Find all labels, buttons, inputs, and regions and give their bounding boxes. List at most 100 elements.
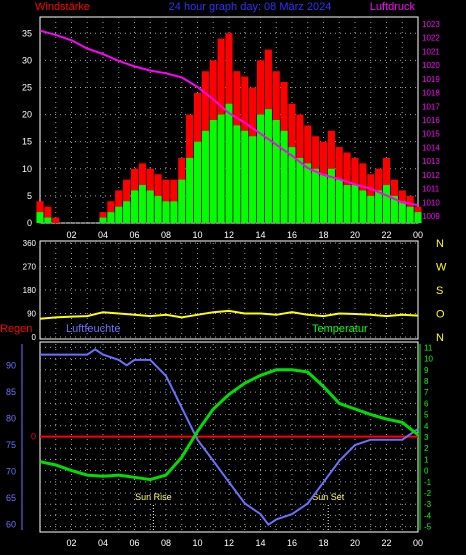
direction-y-tick: 270	[23, 263, 37, 272]
average-bar	[359, 190, 367, 223]
temperature-y-tick: 10	[424, 355, 433, 364]
average-bar	[154, 195, 162, 223]
average-bar	[241, 130, 249, 223]
rain-y-tick: 0	[31, 432, 36, 442]
average-bar	[296, 157, 304, 223]
average-bar	[138, 185, 146, 223]
climate-x-tick: 08	[161, 538, 171, 548]
average-bar	[335, 179, 343, 223]
climate-x-tick: 00	[413, 538, 423, 548]
wind-y-tick: 25	[22, 82, 32, 92]
temperature-axis-title: Temperatur	[312, 323, 368, 335]
climate-x-tick: 06	[129, 538, 139, 548]
temperature-y-tick: 3	[424, 433, 429, 442]
humidity-axis-title: Luftfeuchte	[66, 323, 120, 335]
average-bar	[115, 206, 123, 223]
wind-x-tick: 12	[224, 230, 234, 240]
average-bar	[44, 217, 52, 223]
wind-x-tick: 10	[192, 230, 202, 240]
temperature-y-tick: 4	[424, 422, 429, 431]
wind-y-tick: 20	[22, 110, 32, 120]
direction-y-tick: 0	[32, 333, 37, 342]
pressure-y-tick: 1021	[422, 47, 440, 56]
average-bar	[162, 201, 170, 223]
pressure-y-tick: 1017	[422, 102, 440, 111]
pressure-y-tick: 1015	[422, 130, 440, 139]
temperature-y-tick: -5	[424, 523, 432, 532]
pressure-y-tick: 1016	[422, 116, 440, 125]
wind-x-tick: 16	[287, 230, 297, 240]
direction-line	[39, 309, 419, 320]
climate-x-tick: 20	[350, 538, 360, 548]
average-bar	[280, 130, 288, 223]
wind-x-tick: 06	[129, 230, 139, 240]
pressure-y-tick: 1013	[422, 157, 440, 166]
pressure-line	[39, 29, 419, 207]
humidity-y-tick: 65	[6, 493, 16, 503]
temperature-y-tick: 11	[424, 343, 433, 352]
average-bar	[406, 206, 414, 223]
temperature-y-tick: 8	[424, 377, 429, 386]
temperature-y-tick: 1	[424, 455, 429, 464]
compass-label: N	[436, 332, 444, 344]
gust-bar	[52, 217, 60, 223]
pressure-y-tick: 1014	[422, 143, 440, 152]
average-bar	[327, 168, 335, 223]
pressure-y-tick: 1012	[422, 171, 440, 180]
average-bar	[36, 212, 44, 223]
humidity-line	[40, 348, 419, 527]
pressure-y-tick: 1018	[422, 89, 440, 98]
humidity-y-tick: 60	[6, 520, 16, 530]
pressure-y-tick: 1011	[422, 185, 440, 194]
average-bar	[233, 125, 241, 223]
temperature-y-tick: 0	[424, 467, 429, 476]
average-bar	[130, 190, 139, 223]
average-bar	[343, 185, 351, 223]
average-bar	[178, 179, 186, 223]
direction-y-tick: 180	[23, 286, 37, 295]
sun-annotation: Sun Rise	[135, 492, 172, 502]
average-bar	[288, 147, 296, 223]
temperature-y-tick: 5	[424, 411, 429, 420]
humidity-y-tick: 85	[6, 387, 16, 397]
pressure-axis-title: Luftdruck	[370, 1, 416, 13]
pressure-y-tick: 1022	[422, 34, 440, 43]
temperature-line	[39, 368, 419, 482]
pressure-y-tick: 1023	[422, 20, 440, 29]
average-bar	[414, 212, 422, 223]
pressure-y-tick: 1020	[422, 61, 440, 70]
rain-axis-title: Regen	[0, 323, 32, 335]
direction-y-tick: 360	[23, 239, 37, 248]
temperature-y-tick: -3	[424, 500, 432, 509]
climate-x-tick: 22	[381, 538, 391, 548]
wind-axis-title: Windstärke	[35, 1, 90, 13]
climate-x-tick: 04	[98, 538, 108, 548]
average-bar	[249, 136, 257, 223]
wind-y-tick: 10	[22, 164, 32, 174]
wind-y-tick: 0	[27, 218, 32, 228]
average-bar	[256, 114, 265, 223]
wind-x-tick: 22	[381, 230, 391, 240]
compass-label: N	[436, 238, 444, 250]
average-bar	[225, 103, 233, 223]
climate-x-tick: 02	[66, 538, 76, 548]
average-bar	[217, 114, 225, 223]
average-bar	[304, 163, 312, 223]
average-bar	[272, 120, 280, 223]
humidity-y-tick: 75	[6, 440, 16, 450]
temperature-y-tick: 7	[424, 388, 429, 397]
temperature-y-tick: -4	[424, 511, 432, 520]
average-bar	[264, 109, 272, 223]
humidity-y-tick: 80	[6, 413, 16, 423]
date-title: 24 hour graph day: 08 März 2024	[169, 1, 332, 13]
wind-x-tick: 08	[161, 230, 171, 240]
wind-y-tick: 35	[22, 28, 32, 38]
temperature-y-tick: 9	[424, 366, 429, 375]
temperature-y-tick: -1	[424, 478, 432, 487]
wind-x-tick: 00	[413, 230, 423, 240]
average-bar	[201, 130, 209, 223]
wind-x-tick: 18	[318, 230, 328, 240]
climate-x-tick: 14	[255, 538, 265, 548]
compass-label: W	[436, 262, 447, 274]
